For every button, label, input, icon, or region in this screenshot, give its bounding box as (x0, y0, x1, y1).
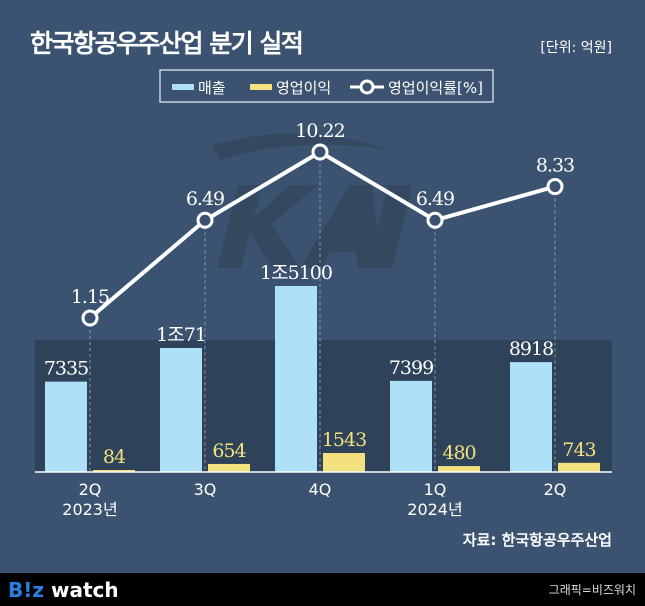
kai-letter-i (368, 185, 412, 268)
revenue-label: 1조71 (156, 324, 206, 346)
revenue-label: 7399 (389, 357, 433, 379)
margin-point (196, 211, 214, 229)
x-tick-label: 2Q (544, 480, 567, 499)
x-tick-label: 1Q (424, 480, 447, 499)
legend-box (159, 69, 494, 103)
source-label: 자료: 한국항공우주산업 (463, 531, 612, 549)
kai-letter-a (300, 185, 382, 268)
year-label: 2024년 (407, 500, 462, 519)
legend-margin: 영업이익률[%] (388, 79, 483, 97)
kai-letter-k (217, 185, 318, 268)
profit-label: 480 (442, 442, 475, 464)
margin-label: 6.49 (186, 188, 224, 210)
bizwatch-logo: B!z watch (8, 578, 119, 602)
revenue-label: 1조5100 (260, 262, 332, 284)
margin-label: 8.33 (536, 155, 574, 177)
margin-label: 1.15 (71, 286, 109, 308)
margin-label: 10.22 (295, 120, 344, 142)
margin-point (546, 178, 564, 196)
bar-revenue (275, 286, 317, 472)
kai-swoosh (212, 133, 390, 160)
bar-profit (93, 470, 135, 472)
profit-label: 743 (562, 439, 595, 461)
revenue-label: 8918 (509, 338, 553, 360)
x-tick-label: 3Q (194, 480, 217, 499)
profit-label: 654 (212, 440, 246, 462)
unit-label: [단위: 억원] (540, 40, 612, 56)
revenue-label: 7335 (44, 358, 88, 380)
footer-bar (0, 573, 645, 606)
legend-profit: 영업이익 (276, 79, 331, 97)
bar-revenue (160, 347, 202, 472)
chart-title: 한국항공우주산업 분기 실적 (30, 29, 302, 58)
bar-profit (438, 466, 480, 472)
x-tick-label: 2Q (79, 480, 102, 499)
legend-marker-icon (359, 79, 375, 95)
bar-profit (208, 463, 250, 472)
margin-point (311, 143, 329, 161)
margin-point (426, 211, 444, 229)
kai-watermark-logo (212, 133, 412, 268)
bar-profit (323, 452, 365, 472)
margin-label: 6.49 (416, 188, 454, 210)
year-label: 2023년 (62, 500, 117, 519)
x-tick-label: 4Q (309, 480, 332, 499)
bar-revenue (510, 362, 552, 472)
bar-revenue (45, 381, 87, 472)
bar-profit (558, 462, 600, 472)
legend-revenue: 매출 (198, 79, 226, 97)
bar-revenue (390, 380, 432, 472)
legend-swatch-revenue (172, 84, 194, 90)
legend-swatch-profit (250, 84, 272, 90)
profit-label: 1543 (322, 429, 366, 451)
graphic-credit: 그래픽=비즈워치 (549, 583, 636, 597)
profit-label: 84 (103, 446, 126, 468)
margin-point (81, 309, 99, 327)
legend: 매출 영업이익 영업이익률[%] (159, 69, 494, 103)
